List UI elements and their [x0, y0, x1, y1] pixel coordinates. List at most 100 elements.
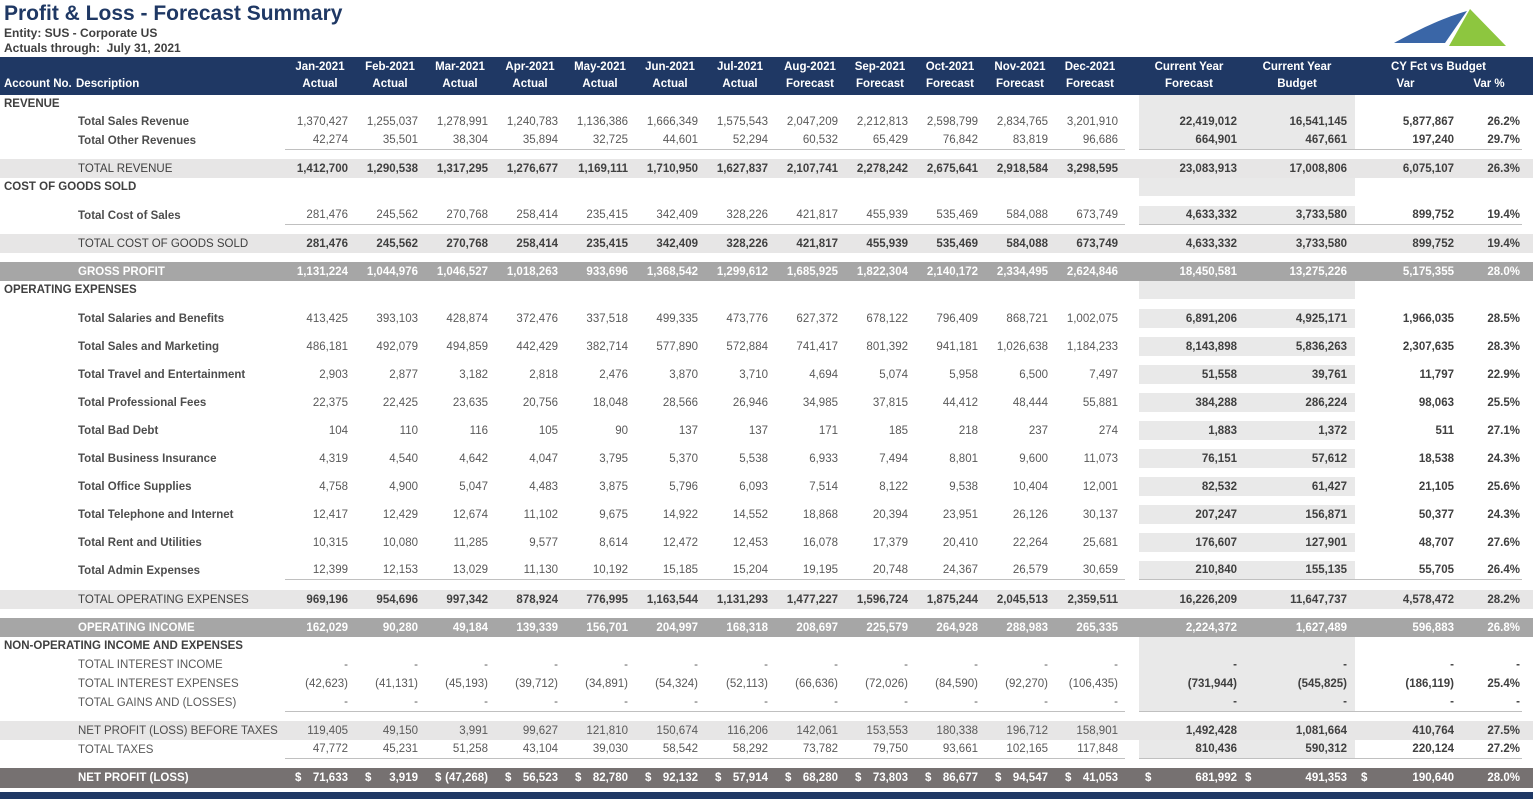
cy-budget-value: 1,627,489	[1295, 621, 1347, 634]
row-gross-profit: GROSS PROFIT 1,131,224 1,044,976 1,046,527 1…	[0, 262, 1533, 281]
gap-cell	[1125, 618, 1139, 637]
month-value: 337,518	[586, 312, 628, 325]
month-value: $56,523	[495, 768, 565, 788]
row-total-business-insurance: Total Business Insurance 4,319 4,540 4,642 4…	[0, 449, 1533, 468]
month-scenario-label: Forecast	[926, 78, 974, 90]
currency-symbol: $	[505, 772, 512, 784]
variance-pct-value: 25.5%	[1487, 396, 1520, 409]
variance-pct-value: 25.6%	[1487, 480, 1520, 493]
month-value: 1,875,244	[926, 593, 978, 606]
month-value: 60,532	[775, 131, 845, 150]
month-value: 156,701	[586, 621, 628, 634]
row-label-cell: Total Admin Expenses	[0, 561, 285, 580]
month-value: 1,412,700	[296, 162, 348, 175]
month-value: 58,542	[635, 740, 705, 759]
row-total-admin-expenses: Total Admin Expenses 12,399 12,153 13,029 11…	[0, 561, 1533, 580]
month-value: 12,399	[285, 561, 355, 580]
month-value: 116	[469, 424, 488, 437]
column-header-month: Oct-2021 Forecast	[915, 57, 985, 95]
cy-forecast-value: 8,143,898	[1139, 337, 1239, 356]
row-label-cell: OPERATING EXPENSES	[0, 281, 285, 299]
row-operating-income: OPERATING INCOME 162,029 90,280 49,184 139,3…	[0, 618, 1533, 637]
month-value: 34,985	[802, 396, 838, 409]
month-value: -	[985, 693, 1055, 712]
variance-value: 197,240	[1355, 131, 1456, 150]
gap-cell	[1125, 421, 1139, 440]
month-value: 393,103	[376, 312, 418, 325]
month-value: 11,102	[523, 508, 558, 521]
month-value: -	[694, 658, 698, 671]
month-value: -	[414, 658, 418, 671]
row-label-cell: Total Business Insurance	[0, 449, 285, 468]
month-value: 1,596,724	[856, 593, 908, 606]
row-total-cost-of-sales: Total Cost of Sales 281,476 245,562 270,768…	[0, 206, 1533, 225]
month-value-empty	[845, 178, 915, 196]
month-value: 19,195	[775, 561, 845, 580]
month-value: 5,074	[879, 368, 908, 381]
gap-cell	[1125, 693, 1139, 712]
variance-value: (186,119)	[1405, 677, 1454, 690]
cy-budget-value: 1,081,664	[1295, 724, 1347, 737]
month-value: 1,169,111	[578, 162, 628, 175]
column-header-var: Var	[1396, 78, 1415, 90]
month-value: 455,939	[866, 237, 908, 250]
month-value: $71,633	[285, 768, 355, 788]
row-label: NET PROFIT (LOSS)	[78, 772, 189, 784]
month-value: 171	[818, 424, 838, 437]
cy-forecast-value: 664,901	[1139, 131, 1239, 150]
row-label: GROSS PROFIT	[78, 265, 165, 278]
row-total-rent-and-utilities: Total Rent and Utilities 10,315 10,080 11,2…	[0, 533, 1533, 552]
month-value: 868,721	[1006, 312, 1048, 325]
month-value: 3,795	[599, 452, 628, 465]
month-scenario-label: Forecast	[856, 78, 904, 90]
month-value: 1,685,925	[786, 265, 838, 278]
month-value: $ (47,268)	[425, 768, 495, 788]
month-value-amount: 68,280	[802, 772, 838, 784]
variance-value: 5,877,867	[1402, 115, 1454, 128]
month-value: 12,001	[1082, 480, 1118, 493]
month-scenario-label: Actual	[512, 78, 548, 90]
month-value-empty	[1055, 95, 1125, 112]
month-value: 265,335	[1076, 621, 1118, 634]
currency-symbol: $	[295, 772, 302, 784]
month-value-amount: 3,919	[389, 772, 418, 784]
month-value: 258,414	[516, 237, 558, 250]
month-value: 11,073	[1083, 452, 1118, 465]
variance-pct-value: 26.4%	[1456, 561, 1522, 580]
month-value: -	[764, 658, 768, 671]
month-value: 342,409	[635, 206, 705, 225]
variance-group-label: CY Fct vs Budget	[1391, 61, 1486, 73]
month-value-empty	[355, 178, 425, 196]
month-value-empty	[985, 95, 1055, 112]
month-value: 11,285	[453, 536, 488, 549]
row-label-cell: COST OF GOODS SOLD	[0, 178, 285, 196]
variance-pct-value	[1456, 281, 1522, 299]
month-value: 49,184	[452, 621, 488, 634]
month-value: 1,276,677	[506, 162, 558, 175]
row-label: Total Sales Revenue	[78, 115, 189, 128]
month-value: 24,367	[915, 561, 985, 580]
currency-symbol: $	[645, 772, 652, 784]
month-value: -	[705, 693, 775, 712]
cy-budget-value: 39,761	[1239, 365, 1355, 384]
month-value: 342,409	[656, 237, 698, 250]
variance-value: 6,075,107	[1402, 162, 1454, 175]
month-value: 535,469	[936, 237, 978, 250]
month-value: 116,206	[727, 724, 768, 737]
month-value: $57,914	[705, 768, 775, 788]
month-value: 204,997	[656, 621, 698, 634]
row-cost-of-goods-sold: COST OF GOODS SOLD	[0, 178, 1533, 196]
month-value: 25,681	[1082, 536, 1118, 549]
variance-value	[1355, 281, 1456, 299]
gap-cell	[1125, 768, 1139, 788]
row-label: NON-OPERATING INCOME AND EXPENSES	[4, 640, 243, 652]
month-value: 14,922	[662, 508, 698, 521]
month-value-empty	[565, 281, 635, 299]
row-total-cost-of-goods-sold: TOTAL COST OF GOODS SOLD 281,476 245,562 27…	[0, 234, 1533, 253]
currency-symbol: $	[1145, 772, 1152, 784]
month-label: Apr-2021	[505, 61, 555, 73]
row-label-cell: Total Travel and Entertainment	[0, 365, 285, 384]
month-scenario-label: Actual	[442, 78, 478, 90]
cy-forecast-value: 210,840	[1139, 561, 1239, 580]
table-header-row: Account No. Description Jan-2021 Actual Feb-…	[0, 57, 1533, 95]
